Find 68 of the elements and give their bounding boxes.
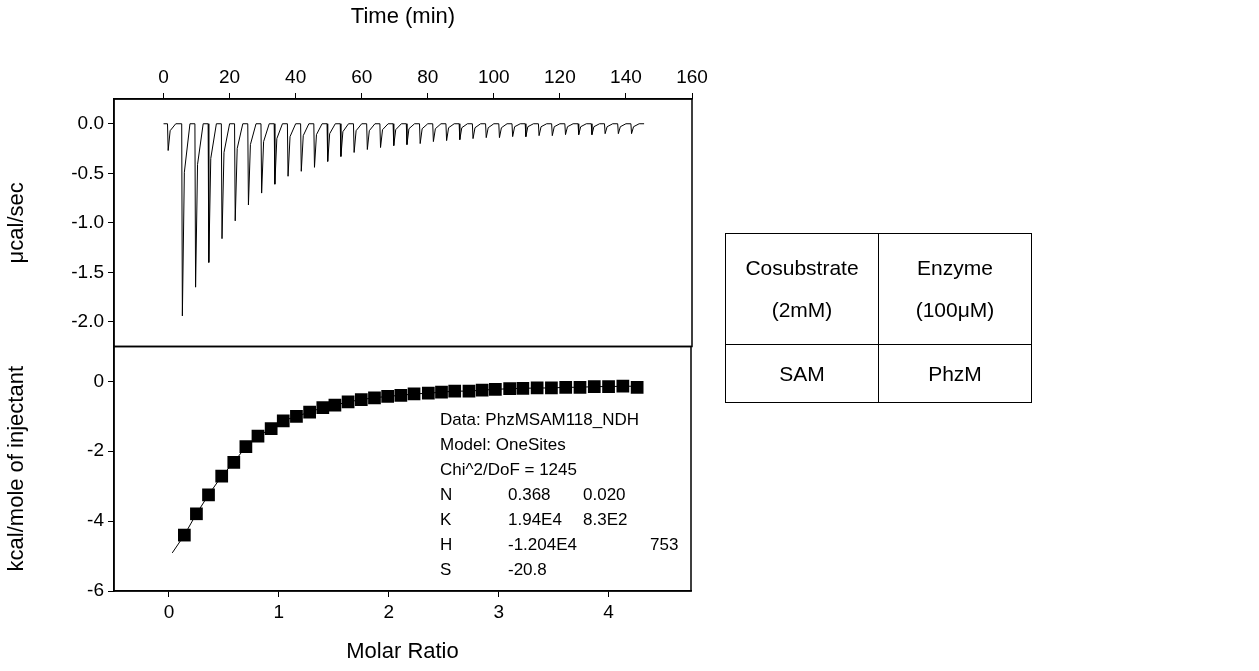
point bbox=[630, 380, 644, 394]
x-tick-label: 160 bbox=[676, 65, 708, 87]
y-tick-label: 0 bbox=[93, 369, 104, 391]
text: PhzM bbox=[878, 344, 1032, 403]
point bbox=[381, 390, 395, 403]
text: S -20.8 bbox=[440, 560, 547, 580]
point bbox=[215, 469, 229, 483]
text: K 1.94E4 8.3E2 bbox=[440, 510, 628, 530]
annotation: Chi^2/DoF = 1245 bbox=[440, 460, 577, 480]
point bbox=[421, 386, 435, 400]
text: SAM bbox=[725, 344, 879, 403]
point bbox=[559, 380, 573, 394]
point bbox=[368, 391, 381, 405]
y-tick-label: -1.0 bbox=[71, 211, 104, 233]
point bbox=[354, 393, 368, 406]
point bbox=[545, 381, 558, 395]
point bbox=[276, 414, 290, 428]
category-label: Enzyme (100μM) bbox=[878, 233, 1032, 345]
point bbox=[516, 381, 530, 395]
point bbox=[177, 528, 191, 542]
point bbox=[202, 488, 215, 502]
y-tick-label: -4 bbox=[87, 509, 105, 531]
x-tick-label: 20 bbox=[219, 65, 241, 87]
point bbox=[394, 388, 408, 402]
point bbox=[587, 380, 601, 393]
point bbox=[573, 380, 587, 394]
x-axis-title: Molar Ratio bbox=[346, 637, 459, 663]
x-tick-label: 3 bbox=[493, 600, 504, 622]
point bbox=[602, 380, 615, 393]
point bbox=[616, 379, 630, 393]
point bbox=[435, 385, 448, 399]
x-tick-label: 40 bbox=[285, 65, 307, 87]
x-tick-label: 80 bbox=[417, 65, 439, 87]
text: N 0.368 0.020 bbox=[440, 485, 626, 505]
y-tick-label: -0.5 bbox=[71, 161, 104, 183]
x-tick-label: 60 bbox=[351, 65, 373, 87]
point bbox=[475, 383, 489, 397]
annotation: Data: PhzMSAM118_NDH bbox=[440, 410, 640, 430]
point bbox=[290, 409, 303, 423]
point bbox=[303, 405, 316, 419]
category-label: Cosubstrate (2mM) bbox=[725, 233, 879, 345]
y-tick-label: -2 bbox=[87, 439, 104, 461]
point bbox=[489, 383, 502, 396]
x-tick-label: 2 bbox=[383, 600, 395, 622]
point bbox=[190, 507, 203, 521]
point bbox=[227, 456, 241, 469]
y-tick-label: -2.0 bbox=[71, 310, 104, 332]
point bbox=[503, 382, 517, 396]
point bbox=[251, 429, 265, 443]
point bbox=[316, 401, 330, 414]
annotation: Model: OneSites bbox=[440, 435, 566, 455]
y-axis-title: kcal/mole of injectant bbox=[3, 365, 29, 572]
x-tick-label: 4 bbox=[603, 600, 615, 622]
point bbox=[264, 422, 278, 435]
text: H -1.204E4 753 bbox=[440, 535, 679, 555]
x-tick-label: 140 bbox=[610, 65, 642, 87]
y-tick-label: -6 bbox=[87, 579, 104, 601]
y-tick-label: -1.5 bbox=[71, 260, 104, 282]
x-tick-label: 0 bbox=[163, 600, 175, 622]
x-tick-label: 100 bbox=[477, 65, 510, 87]
y-tick-label: 0.0 bbox=[77, 111, 104, 133]
x-tick-label: 120 bbox=[544, 65, 576, 87]
x-tick-label: 0 bbox=[158, 65, 169, 87]
y-axis-title: μcal/sec bbox=[3, 182, 29, 264]
x-axis-title: Time (min) bbox=[350, 3, 456, 29]
x-tick-label: 1 bbox=[273, 600, 285, 622]
point bbox=[239, 440, 253, 454]
point bbox=[448, 384, 462, 398]
